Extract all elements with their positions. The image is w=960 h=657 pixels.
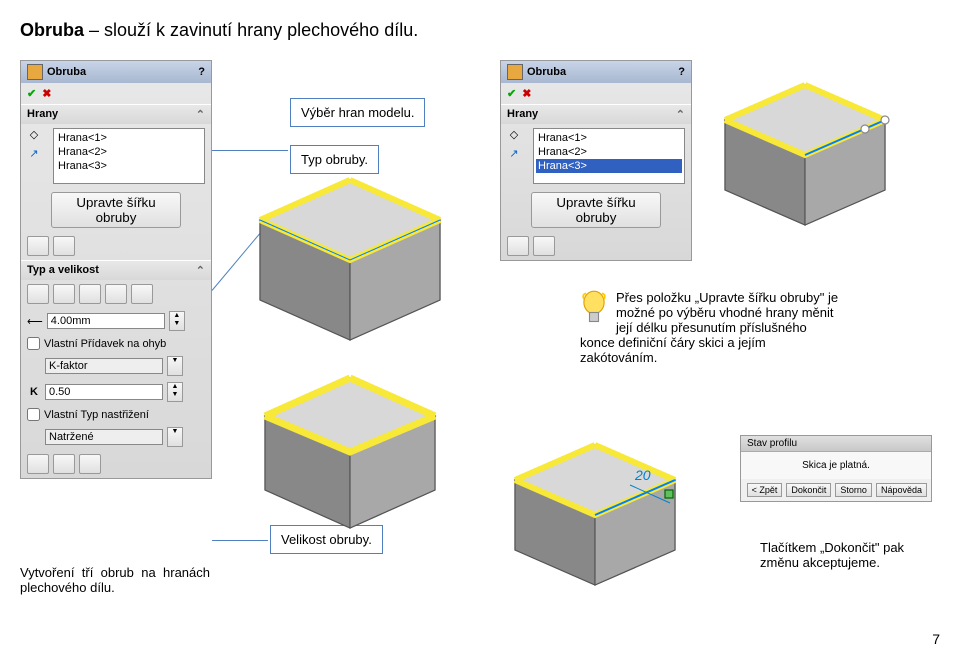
- help-button[interactable]: Nápověda: [876, 483, 927, 497]
- type-icon[interactable]: [79, 284, 101, 304]
- panel2-header: Obruba ?: [501, 61, 691, 83]
- cancel-button[interactable]: Storno: [835, 483, 872, 497]
- list-item[interactable]: Hrana<3>: [536, 159, 682, 173]
- back-button[interactable]: < Zpět: [747, 483, 783, 497]
- list-item[interactable]: Hrana<1>: [536, 131, 682, 145]
- list-item[interactable]: Hrana<2>: [536, 145, 682, 159]
- page-title: Obruba – slouží k zavinutí hrany plechov…: [20, 20, 940, 41]
- property-panel-1: Obruba ? ✔ ✖ Hrany⌃ ◇ ↗ Hrana<1> Hrana<2…: [20, 60, 212, 479]
- ok-icon[interactable]: ✔: [507, 87, 516, 100]
- model-preview-3: [240, 370, 490, 570]
- edge-mode-icons: [21, 232, 211, 260]
- type-icon[interactable]: [131, 284, 153, 304]
- section-type[interactable]: Typ a velikost⌃: [21, 260, 211, 280]
- cut-icon[interactable]: [27, 454, 49, 474]
- tip-text: Přes položku „Upravte šířku obruby" je m…: [580, 290, 840, 365]
- cut-icon[interactable]: [79, 454, 101, 474]
- bend-allowance-label: Vlastní Přídavek na ohyb: [44, 338, 166, 350]
- type-icon[interactable]: [27, 284, 49, 304]
- list-item[interactable]: Hrana<1>: [56, 131, 202, 145]
- callout-hem-type: Typ obruby.: [290, 145, 379, 174]
- lightbulb-icon: [580, 290, 608, 326]
- sketch-status-panel: Stav profilu Skica je platná. < Zpět Dok…: [740, 435, 932, 502]
- list-item[interactable]: Hrana<2>: [56, 145, 202, 159]
- kfactor-select[interactable]: [45, 358, 163, 374]
- length-icon: ⟵: [27, 315, 43, 328]
- k-input[interactable]: [45, 384, 163, 400]
- cut-icon[interactable]: [53, 454, 75, 474]
- page-number: 7: [932, 631, 940, 647]
- model-preview-2: [700, 75, 940, 265]
- bend-allowance-checkbox[interactable]: [27, 337, 40, 350]
- list-item[interactable]: Hrana<3>: [56, 159, 202, 173]
- cut-type-label: Vlastní Typ nastřižení: [44, 409, 149, 421]
- section-edges[interactable]: Hrany⌃: [21, 104, 211, 124]
- cancel-icon[interactable]: ✖: [42, 87, 51, 100]
- help-icon[interactable]: ?: [198, 66, 205, 78]
- mode-icon[interactable]: [27, 236, 49, 256]
- sketch-status-text: Skica je platná.: [741, 452, 931, 479]
- mode-icon[interactable]: [53, 236, 75, 256]
- property-panel-2: Obruba ? ✔ ✖ Hrany⌃ ◇ ↗ Hrana<1> Hrana<2…: [500, 60, 692, 261]
- panel1-header: Obruba ?: [21, 61, 211, 83]
- edit-width-button[interactable]: Upravte šířku obruby: [51, 192, 181, 228]
- spinner-buttons[interactable]: ▲▼: [169, 311, 185, 331]
- size-spinner: ⟵ ▲▼: [21, 308, 211, 334]
- model-preview-4: 20: [490, 435, 730, 625]
- type-icon[interactable]: [53, 284, 75, 304]
- size-input[interactable]: [47, 313, 165, 329]
- section-edges[interactable]: Hrany⌃: [501, 104, 691, 124]
- mode-icon[interactable]: [533, 236, 555, 256]
- edit-width-button[interactable]: Upravte šířku obruby: [531, 192, 661, 228]
- cut-type-checkbox[interactable]: [27, 408, 40, 421]
- finish-button[interactable]: Dokončit: [786, 483, 831, 497]
- callout-edge-selection: Výběr hran modelu.: [290, 98, 425, 127]
- ok-icon[interactable]: ✔: [27, 87, 36, 100]
- caption-finish: Tlačítkem „Dokončit" pak změnu akceptuje…: [760, 540, 930, 570]
- flip-icon[interactable]: ↗: [509, 147, 518, 160]
- model-preview-1: [230, 175, 490, 385]
- sketch-status-header: Stav profilu: [741, 436, 931, 452]
- obruba-icon: [27, 64, 43, 80]
- mode-icon[interactable]: [507, 236, 529, 256]
- cut-select[interactable]: [45, 429, 163, 445]
- edges-listbox[interactable]: Hrana<1> Hrana<2> Hrana<3>: [533, 128, 685, 184]
- type-icons: [21, 280, 211, 308]
- edge-icon: ◇: [510, 128, 518, 141]
- obruba-icon: [507, 64, 523, 80]
- cancel-icon[interactable]: ✖: [522, 87, 531, 100]
- leader-line: [212, 150, 288, 151]
- flip-icon[interactable]: ↗: [29, 147, 38, 160]
- type-icon[interactable]: [105, 284, 127, 304]
- k-label: K: [27, 386, 41, 398]
- help-icon[interactable]: ?: [678, 66, 685, 78]
- edges-listbox[interactable]: Hrana<1> Hrana<2> Hrana<3>: [53, 128, 205, 184]
- dimension-label: 20: [634, 467, 651, 483]
- edge-icon: ◇: [30, 128, 38, 141]
- caption-creation: Vytvoření tří obrub na hranách plechovéh…: [20, 565, 210, 595]
